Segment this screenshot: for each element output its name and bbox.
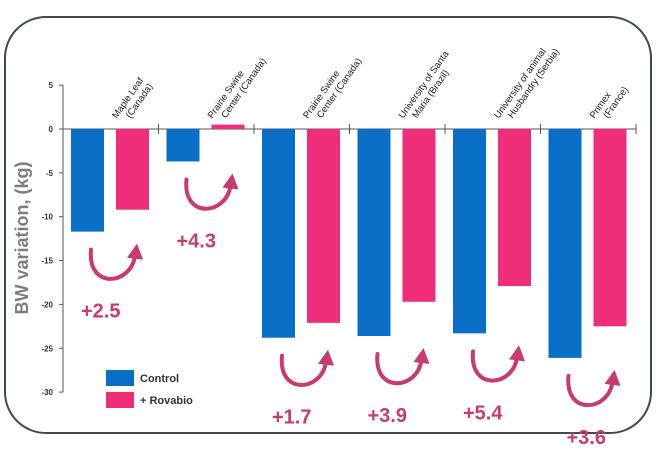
arrow-head-icon <box>604 369 621 386</box>
delta-label: +1.7 <box>272 407 311 429</box>
y-tick-label: -10 <box>41 213 53 222</box>
bar-control-1 <box>71 129 104 232</box>
delta-label: +5.4 <box>463 402 503 424</box>
bar-control-3 <box>262 129 295 338</box>
bar-control-4 <box>357 129 391 336</box>
legend: Control + Rovabio <box>106 370 193 408</box>
bar-rovabio-1 <box>116 129 149 210</box>
y-tick-label: 0 <box>49 125 54 134</box>
delta-label: +4.3 <box>177 230 216 252</box>
delta-label: +3.6 <box>567 427 606 449</box>
y-axis-label: BW variation, (kg) <box>12 161 32 314</box>
legend-swatch-rovabio <box>106 392 134 408</box>
arrow-head-icon <box>413 347 430 364</box>
category-label-1: Maple Leaf(Canada) <box>110 75 155 127</box>
delta-label: +3.9 <box>368 405 407 427</box>
arrow-head-icon <box>222 173 239 190</box>
curved-arrow-icon <box>279 353 328 387</box>
curved-arrow-icon <box>566 373 615 407</box>
delta-label: +2.5 <box>81 301 120 323</box>
y-tick-label: -5 <box>46 169 54 178</box>
bar-control-6 <box>548 129 582 358</box>
y-tick-label: -20 <box>41 300 53 309</box>
category-label-4: University of SantaMaria (Brazil) <box>397 49 461 128</box>
bar-rovabio-3 <box>307 129 340 323</box>
curved-arrow-icon <box>470 349 519 383</box>
category-label-6: Primex(France) <box>588 78 631 127</box>
bar-control-2 <box>166 129 200 162</box>
curved-arrow-icon <box>184 177 233 211</box>
category-label-5: University of animalHusbandry (Serbia) <box>492 40 562 127</box>
bar-rovabio-2 <box>211 124 245 129</box>
y-tick-label: -30 <box>41 388 53 397</box>
legend-label-rovabio: + Rovabio <box>140 395 193 407</box>
legend-swatch-control <box>106 370 134 386</box>
arrow-head-icon <box>318 349 334 366</box>
curved-arrow-icon <box>88 247 137 281</box>
arrow-head-icon <box>509 345 525 362</box>
y-tick-label: -15 <box>41 257 53 266</box>
bar-rovabio-5 <box>498 129 531 286</box>
bar-rovabio-4 <box>402 129 436 302</box>
bar-rovabio-6 <box>593 129 627 327</box>
category-label-3: Prairie SwineCenter (Canada) <box>301 50 364 127</box>
curved-arrow-icon <box>375 351 424 386</box>
bar-control-5 <box>453 129 486 334</box>
arrow-head-icon <box>127 243 143 260</box>
y-tick-label: 5 <box>49 81 54 90</box>
legend-label-control: Control <box>140 373 179 385</box>
y-tick-label: -25 <box>41 344 53 353</box>
category-label-2: Prairie SwineCenter (Canada) <box>206 50 269 127</box>
